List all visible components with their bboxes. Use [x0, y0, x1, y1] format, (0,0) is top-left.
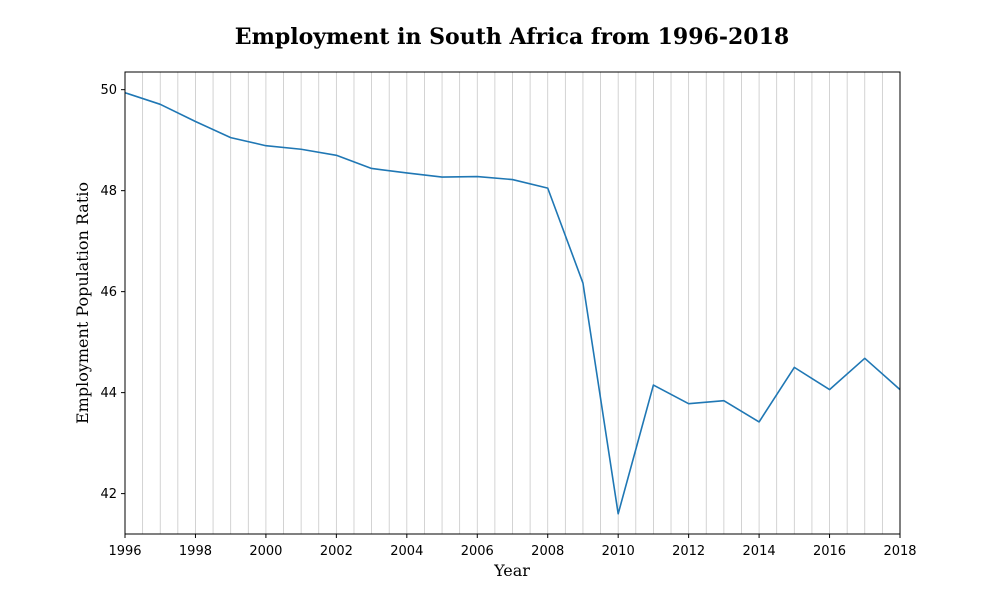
- gridlines: [142, 72, 883, 534]
- x-tick-label: 2016: [813, 544, 846, 559]
- y-tick-label: 50: [100, 83, 117, 98]
- y-tick-label: 46: [100, 285, 117, 300]
- y-axis-label: Employment Population Ratio: [73, 182, 92, 424]
- x-tick-label: 2008: [531, 544, 564, 559]
- x-axis-ticks: 1996 1998 2000 2002 2004 2006 2008 2010 2012 2014…: [108, 534, 917, 559]
- series-line: [124, 91, 901, 515]
- y-tick-label: 44: [100, 386, 117, 401]
- chart-title: Employment in South Africa from 1996-201…: [235, 24, 789, 50]
- y-tick-label: 48: [100, 184, 117, 199]
- x-tick-label: 2012: [672, 544, 705, 559]
- x-tick-label: 2000: [249, 544, 282, 559]
- x-tick-label: 2010: [602, 544, 635, 559]
- x-tick-label: 2006: [461, 544, 494, 559]
- x-tick-label: 2004: [390, 544, 423, 559]
- series-layer: [124, 91, 901, 515]
- x-tick-label: 2014: [743, 544, 776, 559]
- y-axis-ticks: 42 44 46 48 50: [100, 83, 125, 502]
- x-tick-label: 2002: [320, 544, 353, 559]
- x-axis-label: Year: [493, 561, 530, 580]
- x-tick-label: 1998: [179, 544, 212, 559]
- x-tick-label: 2018: [883, 544, 916, 559]
- x-tick-label: 1996: [108, 544, 141, 559]
- y-tick-label: 42: [100, 487, 117, 502]
- plot-frame: [124, 71, 901, 535]
